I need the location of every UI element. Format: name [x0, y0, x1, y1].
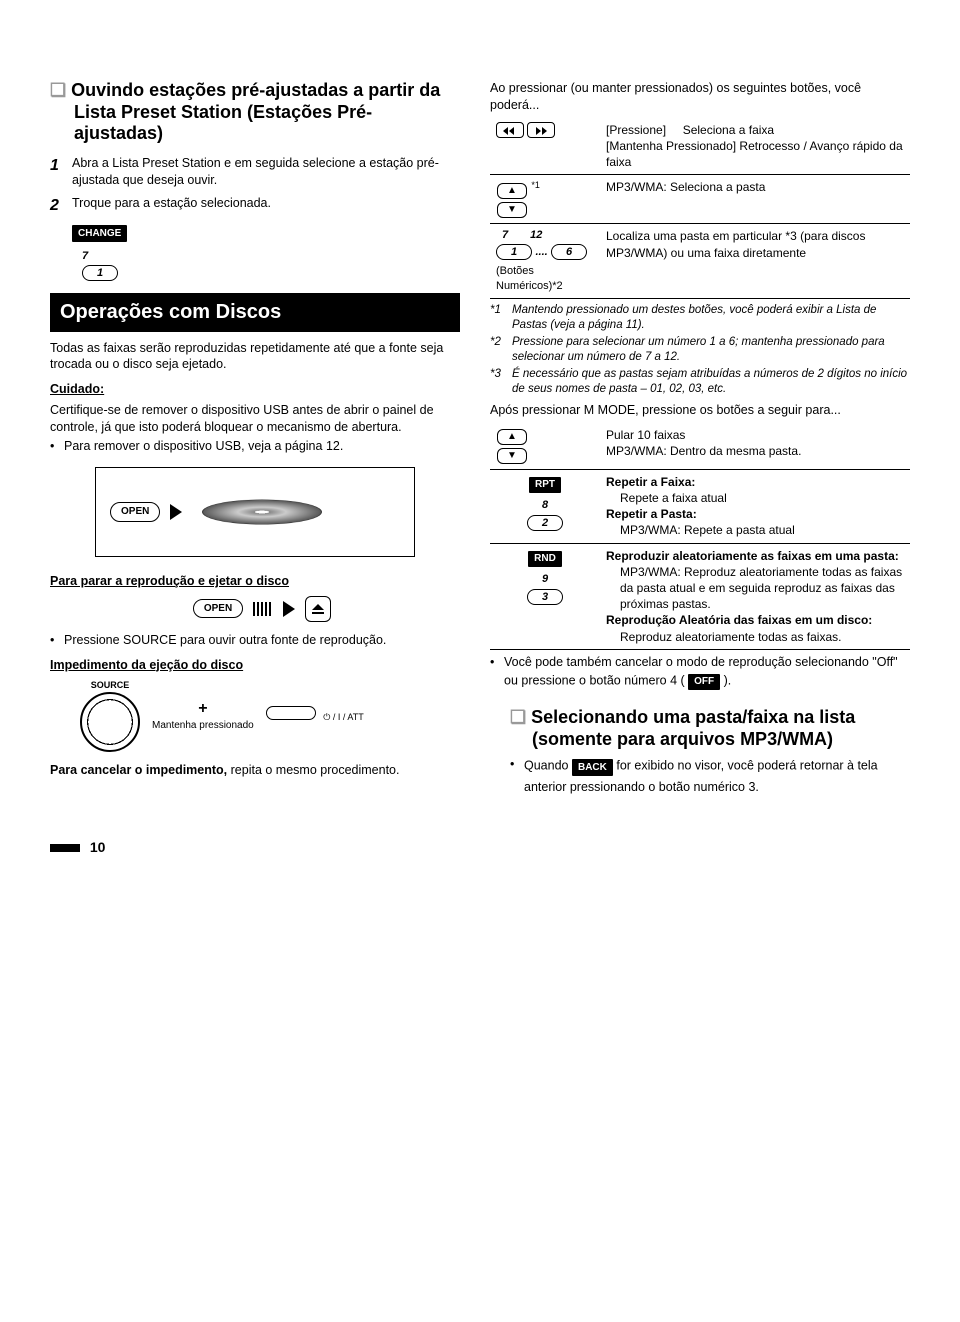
- cancel-lock-text: Para cancelar o impedimento, repita o me…: [50, 762, 460, 779]
- controls-table: [Pressione] Seleciona a faixa [Mantenha …: [490, 118, 910, 299]
- random-folder-title: Reproduzir aleatoriamente as faixas em u…: [606, 549, 899, 563]
- num-button-3: 3: [527, 589, 563, 605]
- arrow-right-icon: [283, 601, 295, 617]
- disc-intro: Todas as faixas serão reproduzidas repet…: [50, 340, 460, 374]
- step-num: 1: [50, 155, 72, 189]
- mode-table: ▲ ▼ Pular 10 faixas MP3/WMA: Dentro da m…: [490, 423, 910, 650]
- prev-track-icon: [496, 122, 524, 138]
- right-intro: Ao pressionar (ou manter pressionados) o…: [490, 80, 910, 114]
- back-note: Quando BACK for exibido no visor, você p…: [490, 756, 910, 795]
- numeric-buttons-label: (Botões Numéricos)*2: [496, 264, 594, 294]
- hold-label: Mantenha pressionado: [152, 719, 254, 733]
- bullet-source: Pressione SOURCE para ouvir outra fonte …: [50, 632, 460, 649]
- page-bar-icon: [50, 844, 80, 852]
- num-9: 9: [542, 572, 548, 587]
- rnd-label: RND: [528, 551, 562, 568]
- table-row: [Pressione] Seleciona a faixa [Mantenha …: [490, 118, 910, 175]
- random-folder-desc: MP3/WMA: Reproduz aleatoriamente todas a…: [606, 564, 904, 613]
- num-button-1: 1: [496, 244, 532, 260]
- table-row: 7 12 1 .... 6 (Botões Numéricos)*2 Local…: [490, 224, 910, 299]
- locate-folder-desc: Localiza uma pasta em particular *3 (par…: [600, 224, 910, 299]
- back-label: BACK: [572, 759, 613, 776]
- dial-icon: [80, 692, 140, 752]
- footnote-2: *2Pressione para selecionar um número 1 …: [490, 335, 910, 366]
- num-8: 8: [542, 498, 548, 513]
- eject-icon: [305, 596, 331, 622]
- repeat-track-desc: Repete a faixa atual: [606, 491, 727, 505]
- step-2: 2 Troque para a estação selecionada.: [50, 195, 460, 217]
- section-bar-disc-ops: Operações com Discos: [50, 293, 460, 332]
- num-button-6: 6: [551, 244, 587, 260]
- open-button-icon: OPEN: [110, 502, 160, 522]
- plus-icon: +: [152, 698, 254, 720]
- cancel-mode-note: Você pode também cancelar o modo de repr…: [490, 654, 910, 693]
- stop-eject-heading: Para parar a reprodução e ejetar o disco: [50, 573, 460, 590]
- step-num: 2: [50, 195, 72, 217]
- source-illustration: SOURCE + Mantenha pressionado ⏻ / I / AT…: [80, 679, 460, 751]
- down-arrow-icon: ▼: [497, 202, 527, 218]
- change-button-label: CHANGE: [72, 225, 127, 242]
- skip-10: Pular 10 faixas: [606, 428, 685, 442]
- step-text: Abra a Lista Preset Station e em seguida…: [72, 155, 460, 189]
- disc-insert-illustration: OPEN: [95, 467, 415, 557]
- num-button-1: 1: [82, 265, 118, 281]
- next-track-icon: [527, 122, 555, 138]
- disc-lock-heading: Impedimento da ejeção do disco: [50, 657, 460, 674]
- disc-icon: [202, 499, 322, 524]
- cuidado-label: Cuidado:: [50, 381, 460, 398]
- hatch-icon: [253, 602, 273, 616]
- repeat-track-title: Repetir a Faixa:: [606, 475, 695, 489]
- att-label: ⏻ / I / ATT: [323, 712, 363, 722]
- table-row: ▲ *1 ▼ MP3/WMA: Seleciona a pasta: [490, 175, 910, 224]
- heading-preset: Ouvindo estações pré-ajustadas a partir …: [50, 80, 460, 145]
- table-row: RPT 8 2 Repetir a Faixa: Repete a faixa …: [490, 469, 910, 543]
- num-12: 12: [530, 228, 542, 243]
- heading-select-folder: Selecionando uma pasta/faixa na lista (s…: [510, 707, 910, 750]
- folder-select-desc: MP3/WMA: Seleciona a pasta: [600, 175, 910, 224]
- footnote-3: *3É necessário que as pastas sejam atrib…: [490, 367, 910, 398]
- repeat-folder-desc: MP3/WMA: Repete a pasta atual: [606, 523, 795, 537]
- step-1: 1 Abra a Lista Preset Station e em segui…: [50, 155, 460, 189]
- eject-illustration: OPEN: [50, 596, 460, 622]
- cuidado-body: Certifique-se de remover o dispositivo U…: [50, 402, 460, 436]
- random-disc-desc: Reproduz aleatoriamente todas as faixas.: [606, 630, 841, 644]
- footnote-ref: *1: [531, 180, 540, 190]
- att-button-icon: [266, 706, 316, 720]
- press-desc: Seleciona a faixa: [683, 123, 774, 137]
- skip-10-sub: MP3/WMA: Dentro da mesma pasta.: [606, 444, 801, 458]
- source-label: SOURCE: [80, 679, 140, 691]
- random-disc-title: Reprodução Aleatória das faixas em um di…: [606, 613, 872, 627]
- page-number: 10: [50, 838, 910, 857]
- table-row: RND 9 3 Reproduzir aleatoriamente as fai…: [490, 543, 910, 649]
- num-7: 7: [502, 228, 508, 243]
- down-arrow-icon: ▼: [497, 448, 527, 464]
- bullet-remove-usb: Para remover o dispositivo USB, veja a p…: [50, 438, 460, 455]
- footnote-1: *1Mantendo pressionado um destes botões,…: [490, 303, 910, 334]
- hold-desc: [Mantenha Pressionado] Retrocesso / Avan…: [606, 139, 903, 169]
- table-row: ▲ ▼ Pular 10 faixas MP3/WMA: Dentro da m…: [490, 423, 910, 470]
- arrow-right-icon: [170, 504, 182, 520]
- press-label: [Pressione]: [606, 123, 666, 137]
- step-text: Troque para a estação selecionada.: [72, 195, 460, 217]
- num-7: 7: [82, 250, 88, 262]
- open-button-icon: OPEN: [193, 599, 243, 619]
- rpt-label: RPT: [529, 477, 561, 494]
- dots: ....: [535, 246, 547, 258]
- up-arrow-icon: ▲: [497, 429, 527, 445]
- after-mmode: Após pressionar M MODE, pressione os bot…: [490, 402, 910, 419]
- up-arrow-icon: ▲: [497, 183, 527, 199]
- off-label: OFF: [688, 674, 720, 691]
- num-button-2: 2: [527, 515, 563, 531]
- repeat-folder-title: Repetir a Pasta:: [606, 507, 697, 521]
